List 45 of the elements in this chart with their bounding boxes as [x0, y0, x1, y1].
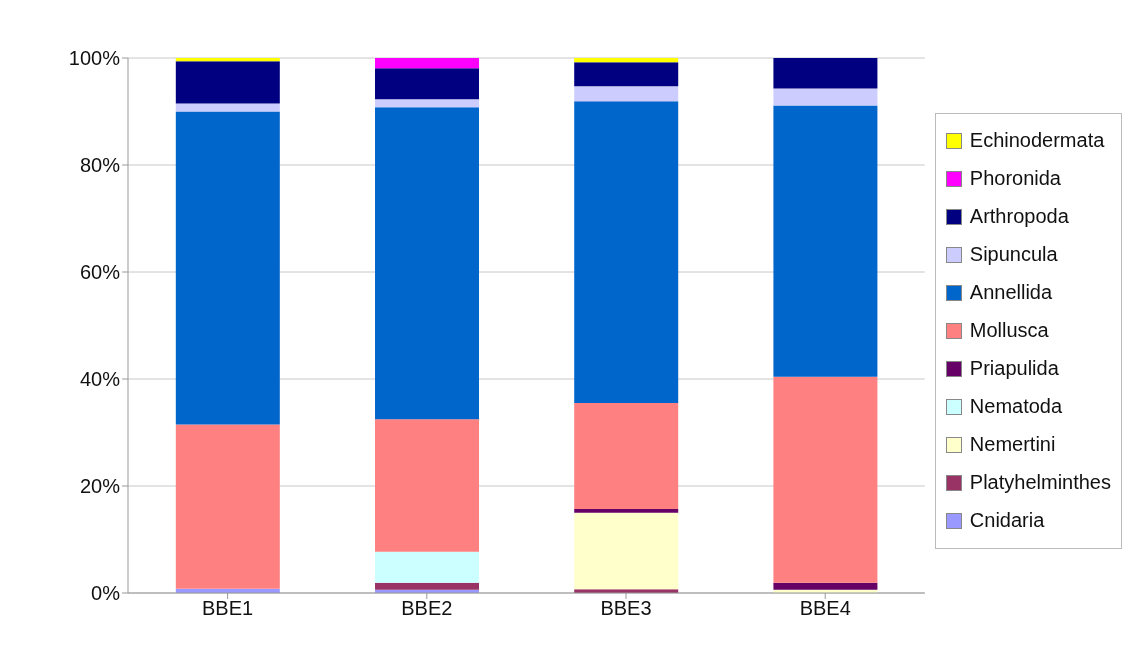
x-tick-label: BBE2 [401, 597, 453, 620]
bar [375, 58, 480, 69]
legend-label: Mollusca [969, 319, 1049, 342]
bar [574, 62, 679, 87]
bar [375, 68, 480, 100]
bar [175, 111, 280, 425]
x-tick-label: BBE1 [202, 597, 254, 620]
legend-label: Arthropoda [969, 205, 1069, 228]
legend-label: Nematoda [969, 395, 1063, 418]
bar [175, 61, 280, 104]
bar [175, 103, 280, 112]
x-tick-label: BBE4 [799, 597, 851, 620]
bar [574, 512, 679, 590]
y-tick-label: 20% [79, 475, 121, 498]
y-tick-label: 100% [68, 47, 121, 70]
bar [574, 509, 679, 513]
legend-label: Platyhelminthes [969, 471, 1111, 494]
bar [175, 58, 280, 62]
legend-label: Cnidaria [969, 509, 1045, 532]
bar [574, 58, 679, 63]
y-tick-label: 40% [79, 368, 121, 391]
bar [773, 88, 878, 106]
y-tick-label: 60% [79, 261, 121, 284]
bar [773, 105, 878, 377]
bar [773, 58, 878, 89]
bar [375, 419, 480, 552]
legend-label: Echinodermata [969, 129, 1105, 152]
bar [375, 99, 480, 108]
bar [773, 582, 878, 590]
bar [375, 107, 480, 420]
legend-label: Sipuncula [969, 243, 1058, 266]
bar [175, 424, 280, 589]
bar [574, 403, 679, 510]
bar [574, 101, 679, 404]
legend-label: Nemertini [969, 433, 1056, 456]
legend-label: Annellida [969, 281, 1053, 304]
bar [375, 551, 480, 583]
bar [773, 376, 878, 583]
bar [375, 582, 480, 590]
bar [574, 86, 679, 102]
legend-label: Priapulida [969, 357, 1059, 380]
x-tick-label: BBE3 [600, 597, 652, 620]
y-tick-label: 0% [91, 582, 121, 605]
y-tick-label: 80% [79, 154, 121, 177]
legend-label: Phoronida [969, 167, 1061, 190]
